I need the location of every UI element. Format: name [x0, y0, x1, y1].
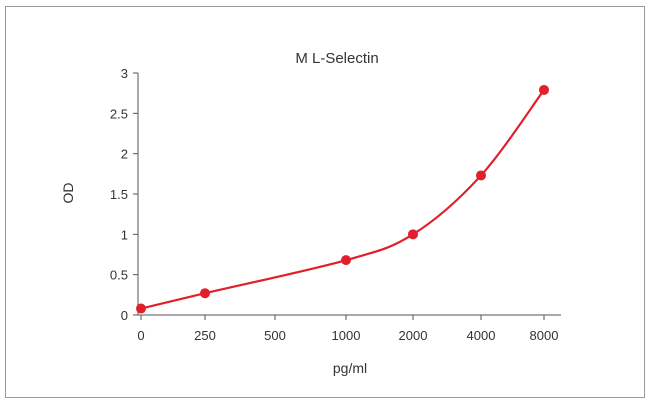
x-tick-label: 2000	[399, 328, 428, 343]
y-axis-title: OD	[60, 183, 76, 204]
x-tick-label: 500	[264, 328, 286, 343]
x-tick-label: 4000	[467, 328, 496, 343]
series-curve	[140, 89, 545, 310]
x-axis-title: pg/ml	[333, 360, 367, 376]
x-tick-label: 0	[137, 328, 144, 343]
y-tick-label: 2.5	[110, 106, 128, 121]
chart-frame	[5, 6, 645, 398]
y-tick-label: 2	[121, 147, 128, 162]
data-point-0	[136, 303, 146, 314]
data-point-250	[200, 288, 210, 299]
y-tick-label: 0.5	[110, 268, 128, 283]
y-tick-label: 1.5	[110, 187, 128, 202]
x-tick-label: 8000	[530, 328, 559, 343]
data-point-1000	[341, 255, 351, 266]
y-tick-label: 3	[121, 66, 128, 81]
data-point-4000	[476, 170, 486, 181]
x-tick-label: 1000	[332, 328, 361, 343]
y-tick-label: 0	[121, 308, 128, 323]
data-point-2000	[408, 229, 418, 240]
x-tick-label: 250	[194, 328, 216, 343]
chart-title: M L-Selectin	[295, 50, 378, 67]
y-tick-label: 1	[121, 227, 128, 242]
data-point-8000	[539, 84, 549, 95]
